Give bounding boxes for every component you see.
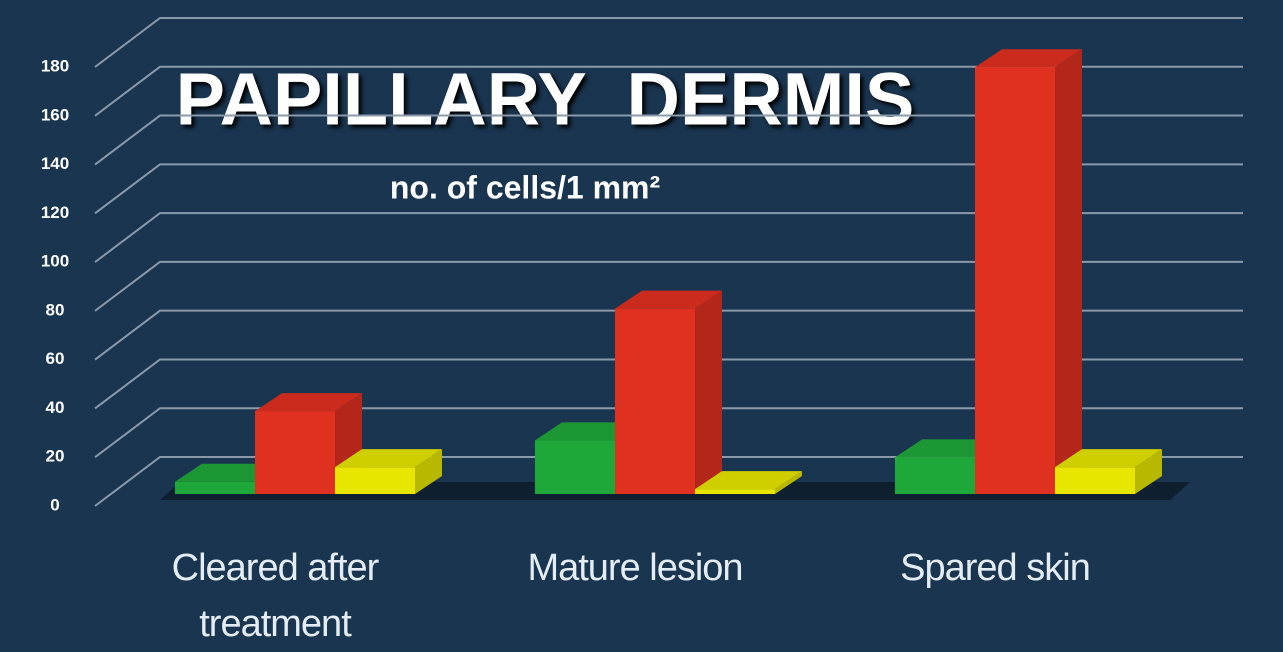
bar	[975, 49, 1082, 494]
bar-top	[695, 471, 802, 490]
y-tick-label: 160	[41, 105, 69, 124]
bar-top	[255, 393, 362, 412]
bar-side	[1055, 49, 1082, 494]
bar	[695, 471, 802, 494]
grid-line	[94, 114, 1243, 166]
bar-front	[695, 489, 775, 494]
y-tick-label: 80	[46, 300, 65, 319]
grid-line	[94, 407, 1243, 459]
bar-top	[1055, 449, 1162, 468]
bar-side	[695, 290, 722, 494]
bar-side	[775, 471, 802, 494]
grid-line	[94, 358, 1243, 410]
grid-line	[94, 456, 1243, 507]
grid-line	[94, 260, 1243, 312]
bar-front	[255, 411, 335, 494]
bar-top	[335, 449, 442, 468]
y-tick-label: 140	[41, 154, 69, 173]
plot: 0 20 40 60 80 100 120 140 160 180	[41, 17, 1243, 514]
bar-front	[615, 308, 695, 494]
x-tick-label: Cleared after treatment	[171, 547, 380, 645]
y-tick-label: 40	[46, 398, 65, 417]
bar	[335, 449, 442, 494]
chart-title: PAPILLARY DERMIS	[176, 58, 915, 141]
bar-front	[175, 481, 255, 494]
x-tick-label: Spared skin	[900, 547, 1091, 589]
x-tick-label: Mature lesion	[527, 547, 743, 589]
bar-front	[1055, 467, 1135, 494]
grid-line	[94, 17, 1243, 68]
grid-line	[94, 65, 1243, 117]
bar-side	[415, 449, 442, 494]
y-tick-label: 100	[41, 252, 69, 271]
y-tick-label: 180	[41, 56, 69, 75]
grid-line	[94, 212, 1243, 263]
y-tick-label: 60	[46, 349, 65, 368]
bar-top	[975, 49, 1082, 68]
grid-line	[94, 309, 1243, 361]
y-tick-label: 120	[41, 203, 69, 222]
bar-front	[535, 440, 615, 494]
bar-front	[895, 457, 975, 494]
bar	[615, 290, 722, 494]
chart-subtitle: no. of cells/1 mm²	[390, 169, 660, 205]
y-tick-label: 0	[50, 495, 59, 514]
bar-side	[1135, 449, 1162, 494]
bar-front	[335, 467, 415, 494]
bar-top	[615, 290, 722, 309]
bar-front	[975, 67, 1055, 494]
bar	[1055, 449, 1162, 494]
y-tick-label: 20	[46, 447, 65, 466]
grid-line	[94, 163, 1243, 215]
